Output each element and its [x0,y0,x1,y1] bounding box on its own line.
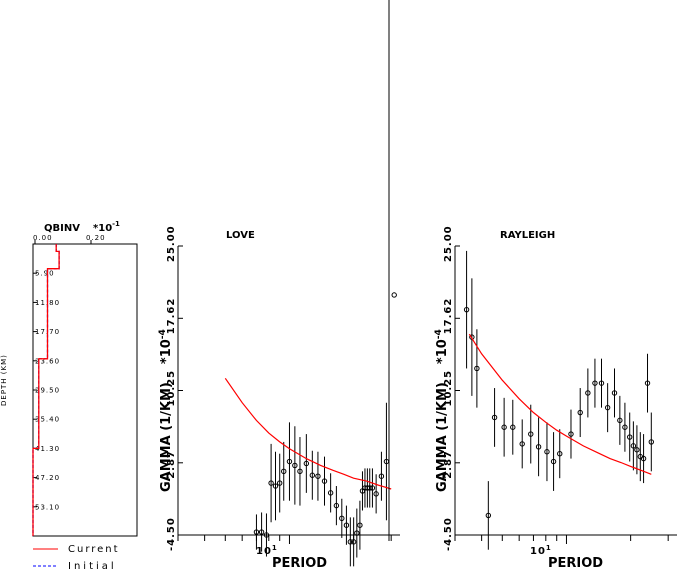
qbinv-y-label: DEPTH (KM) [0,354,8,406]
love-y-tick-0: -4.50 [166,517,177,551]
rayleigh-y-tick-4: 25.00 [443,225,454,262]
love-point-16 [339,515,345,522]
love-point-17 [343,522,350,528]
rayleigh-point-4 [491,414,498,421]
qbinv-y-tick-4: 29.50 [35,387,60,395]
love-point-7 [286,458,293,465]
love-point-30 [391,292,397,298]
love-y-tick-1: 2.87 [166,450,177,479]
rayleigh-point-28 [648,439,654,445]
rayleigh-point-9 [535,444,542,450]
rayleigh-y-label: GAMMA (1/KM)*10-4 [434,329,450,492]
love-point-10 [303,460,310,467]
love-point-18 [347,539,354,545]
love-title: LOVE [226,230,255,241]
love-point-11 [309,472,316,478]
rayleigh-point-19 [611,390,618,396]
love-point-0 [253,529,260,535]
love-point-6 [281,468,287,475]
legend-current-label: Current [68,544,120,555]
rayleigh-point-22 [627,434,633,440]
rayleigh-x-label: PERIOD [548,556,603,570]
rayleigh-y-tick-0: -4.50 [443,517,454,551]
rayleigh-point-5 [501,424,507,430]
rayleigh-point-10 [544,449,550,455]
rayleigh-point-26 [640,455,647,462]
love-point-15 [333,502,340,509]
rayleigh-point-23 [630,443,637,449]
qbinv-x-tick-0: 0.00 [33,234,53,242]
love-point-14 [327,490,334,496]
rayleigh-point-20 [617,417,623,424]
rayleigh-y-tick-1: 2.87 [443,450,454,479]
rayleigh-point-14 [577,409,583,416]
love-panel: LOVE PERIOD 101 GAMMA (1/KM)*10-4 -4.50 2… [158,0,400,570]
love-point-21 [357,522,363,528]
love-point-27 [373,491,379,497]
love-y-tick-3: 17.62 [166,298,177,335]
rayleigh-point-12 [557,450,563,457]
rayleigh-point-21 [622,424,628,430]
rayleigh-point-13 [568,431,574,437]
qbinv-scale: *10-1 [93,220,120,234]
rayleigh-point-11 [550,458,557,465]
love-x-label: PERIOD [272,556,327,570]
rayleigh-point-17 [598,380,605,386]
rayleigh-title: RAYLEIGH [500,230,555,241]
qbinv-series-current [32,244,60,536]
love-point-13 [321,478,328,484]
love-fit-curve [224,377,392,490]
love-y-tick-2: 10.25 [166,370,177,407]
love-point-5 [277,480,283,486]
qbinv-y-tick-6: 41.30 [35,445,60,453]
rayleigh-point-3 [485,512,492,519]
rayleigh-x-tick: 101 [530,544,552,557]
rayleigh-y-tick-3: 17.62 [443,298,454,335]
rayleigh-point-15 [585,390,591,396]
rayleigh-y-tick-2: 10.25 [443,370,454,407]
love-point-8 [292,462,298,469]
qbinv-title: QBINV [44,223,80,234]
love-y-tick-4: 25.00 [166,225,177,262]
rayleigh-fit-curve [468,333,652,475]
legend-initial-label: Initial [68,561,117,570]
rayleigh-point-24 [634,447,640,453]
love-point-4 [272,483,279,489]
love-point-26 [369,485,376,491]
rayleigh-point-6 [510,424,516,430]
qbinv-panel: QBINV *10-1 0.00 0.20 DEPTH (KM) 5.9011.… [0,220,138,537]
rayleigh-point-18 [604,404,611,411]
love-point-28 [378,473,385,479]
rayleigh-point-8 [528,431,534,437]
love-point-20 [354,530,360,536]
qbinv-y-tick-5: 35.40 [35,416,60,424]
rayleigh-point-7 [519,441,525,447]
love-y-label: GAMMA (1/KM)*10-4 [158,329,174,492]
love-point-3 [268,480,274,486]
qbinv-x-tick-1: 0.20 [86,234,106,242]
love-point-9 [297,468,303,475]
rayleigh-point-2 [474,365,480,372]
qbinv-y-tick-3: 23.60 [35,357,60,365]
love-point-1 [258,529,265,535]
qbinv-y-tick-8: 53.10 [35,503,60,511]
love-point-12 [315,473,321,479]
rayleigh-panel: RAYLEIGH PERIOD 101 GAMMA (1/KM)*10-4 -4… [434,225,677,570]
rayleigh-point-16 [592,380,598,386]
rayleigh-point-27 [644,380,651,386]
legend: Current Initial [33,544,120,570]
love-point-2 [263,532,270,538]
rayleigh-point-0 [463,306,470,313]
qbinv-y-tick-7: 47.20 [35,474,60,482]
love-x-tick: 101 [256,544,278,557]
love-point-19 [350,539,357,545]
qbinv-y-tick-0: 5.90 [35,270,55,278]
